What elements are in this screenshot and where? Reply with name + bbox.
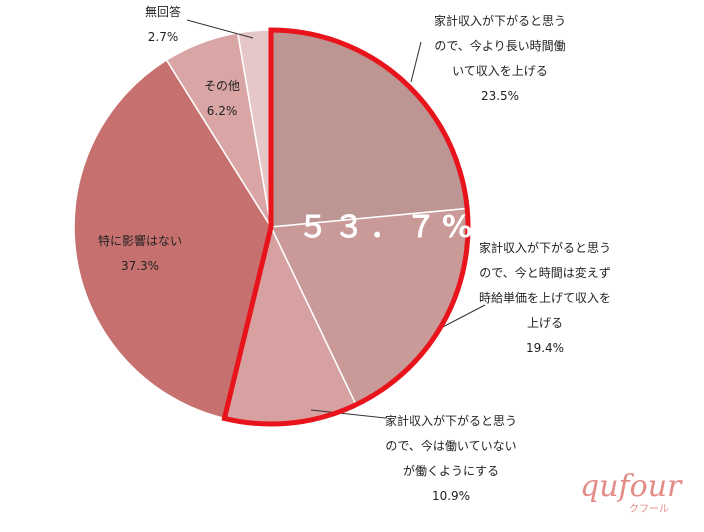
slice-label-0-line-1: ので、今より長い時間働 <box>434 38 565 53</box>
pie-slice-0 <box>270 29 468 228</box>
slice-label-0-line-2: いて収入を上げる <box>452 64 548 78</box>
slice-value-label-3: 37.3% <box>121 259 159 273</box>
slice-label-2-line-0: 家計収入が下がると思う <box>385 413 517 428</box>
slice-label-2-line-1: ので、今は働いていない <box>385 438 516 453</box>
slice-label-1-line-1: ので、今と時間は変えず <box>479 265 611 280</box>
slice-value-label-0: 23.5% <box>481 89 519 103</box>
slice-label-2-line-2: が働くようにする <box>403 463 499 478</box>
logo-wordmark: qufour <box>580 469 683 504</box>
slice-label-1-line-2: 時給単価を上げて収入を <box>479 291 611 305</box>
slice-label-4-line-0: その他 <box>204 79 240 93</box>
slice-label-1-line-3: 上げる <box>527 316 563 330</box>
highlight-outline <box>221 27 471 427</box>
slice-label-3-line-0: 特に影響はない <box>98 233 182 248</box>
slice-value-label-5: 2.7% <box>148 30 179 44</box>
slice-label-0-line-0: 家計収入が下がると思う <box>434 13 566 28</box>
qufour-logo: qufour クフール <box>580 469 683 515</box>
slice-value-label-4: 6.2% <box>207 104 238 118</box>
slice-value-label-1: 19.4% <box>526 341 564 355</box>
leader-line-2 <box>310 409 387 419</box>
slice-label-1-line-0: 家計収入が下がると思う <box>479 240 611 255</box>
leader-line-0 <box>410 41 422 83</box>
leader-line-1 <box>436 304 486 331</box>
logo-katakana: クフール <box>629 503 669 515</box>
slice-value-label-2: 10.9% <box>432 489 470 503</box>
highlight-total-label: ５３．７% <box>298 210 478 245</box>
leader-line-5 <box>186 19 254 39</box>
slice-label-5-line-0: 無回答 <box>145 4 181 19</box>
